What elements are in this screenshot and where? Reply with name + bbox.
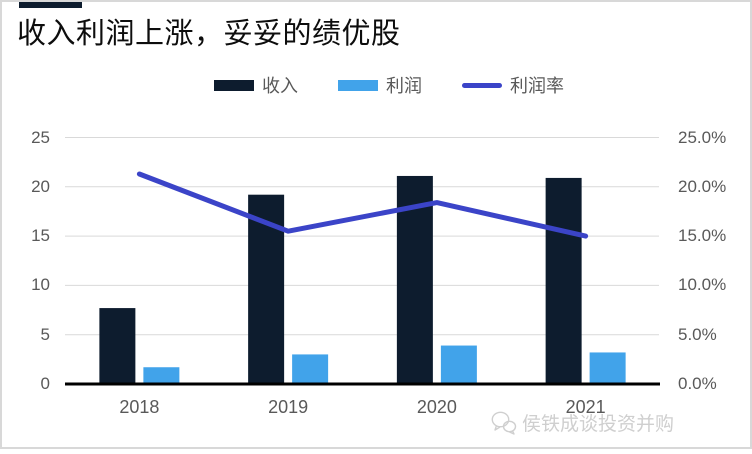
left-axis-tick-label: 15 — [31, 226, 50, 246]
legend-item-margin: 利润率 — [462, 72, 564, 98]
margin-swatch-icon — [462, 82, 502, 88]
right-axis-tick-label: 5.0% — [678, 324, 717, 344]
legend-item-revenue: 收入 — [214, 72, 298, 98]
profit-bar-2019 — [292, 354, 329, 384]
revenue-bar-2020 — [396, 175, 433, 384]
legend-label-revenue: 收入 — [262, 76, 298, 96]
right-axis-tick-label: 15.0% — [678, 226, 727, 246]
legend-label-margin: 利润率 — [510, 76, 564, 96]
profit-bar-2021 — [589, 352, 626, 384]
left-axis-tick-label: 25 — [31, 127, 50, 147]
wechat-chat-bubbles-icon — [491, 411, 517, 435]
left-axis-tick-label: 20 — [31, 176, 50, 196]
left-axis-tick-label: 0 — [40, 374, 50, 393]
revenue-bar-2018 — [99, 308, 136, 384]
profit-bar-2020 — [440, 345, 477, 384]
x-axis-label-2021: 2021 — [565, 397, 606, 417]
profit-swatch-icon — [338, 79, 378, 91]
accent-bar — [19, 2, 82, 8]
revenue-swatch-icon — [214, 79, 254, 91]
watermark-text: 侯铁成谈投资并购 — [522, 414, 675, 435]
right-axis-tick-label: 20.0% — [678, 176, 727, 196]
x-axis-label-2019: 2019 — [268, 397, 309, 417]
right-axis-tick-label: 0.0% — [678, 374, 717, 393]
chart-title: 收入利润上涨，妥妥的绩优股 — [17, 18, 401, 50]
left-axis-tick-label: 5 — [40, 324, 50, 344]
x-axis-label-2018: 2018 — [119, 397, 160, 417]
profit-bar-2018 — [143, 367, 180, 384]
revenue-bar-2019 — [248, 194, 285, 384]
right-axis-tick-label: 10.0% — [678, 275, 727, 295]
x-axis-label-2020: 2020 — [416, 397, 457, 417]
chart-legend: 收入 利润 利润率 — [2, 72, 752, 98]
watermark: 侯铁成谈投资并购 — [490, 409, 674, 436]
right-axis-tick-label: 25.0% — [678, 127, 727, 147]
legend-label-profit: 利润 — [386, 76, 422, 96]
legend-item-profit: 利润 — [338, 72, 422, 98]
profit-margin-line — [136, 171, 589, 239]
left-axis-tick-label: 10 — [31, 275, 50, 295]
revenue-bar-2021 — [545, 177, 582, 384]
